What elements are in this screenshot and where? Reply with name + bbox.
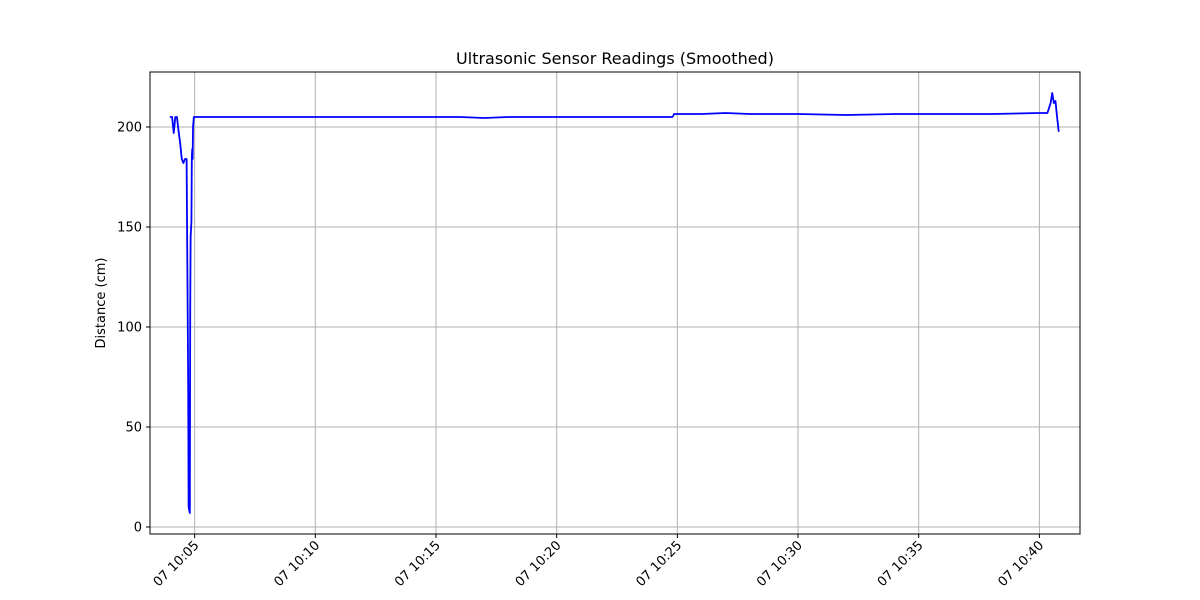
x-tick-label: 07 10:35 (875, 538, 927, 590)
series-line (169, 92, 1060, 514)
y-axis-label: Distance (cm) (94, 258, 109, 349)
axis-ticks: 0 50 100 150 200 07 10:05 07 10:10 07 10:15 07 1… (117, 121, 1047, 590)
plot-area-frame (149, 71, 1081, 535)
x-tick-label: 07 10:30 (754, 538, 806, 590)
x-tick-label: 07 10:10 (271, 538, 323, 590)
x-tick-label: 07 10:05 (151, 538, 203, 590)
x-tick-label: 07 10:20 (513, 538, 565, 590)
series-layer (169, 92, 1060, 514)
chart-title: Ultrasonic Sensor Readings (Smoothed) (456, 49, 774, 68)
x-tick-label: 07 10:25 (633, 538, 685, 590)
grid-lines (150, 72, 1080, 534)
y-tick-label: 50 (125, 421, 142, 436)
y-tick-label: 150 (117, 221, 142, 236)
y-tick-label: 100 (117, 321, 142, 336)
y-tick-label: 200 (117, 121, 142, 136)
x-tick-label: 07 10:15 (392, 538, 444, 590)
y-tick-label: 0 (134, 521, 142, 536)
x-tick-label: 07 10:40 (995, 538, 1047, 590)
